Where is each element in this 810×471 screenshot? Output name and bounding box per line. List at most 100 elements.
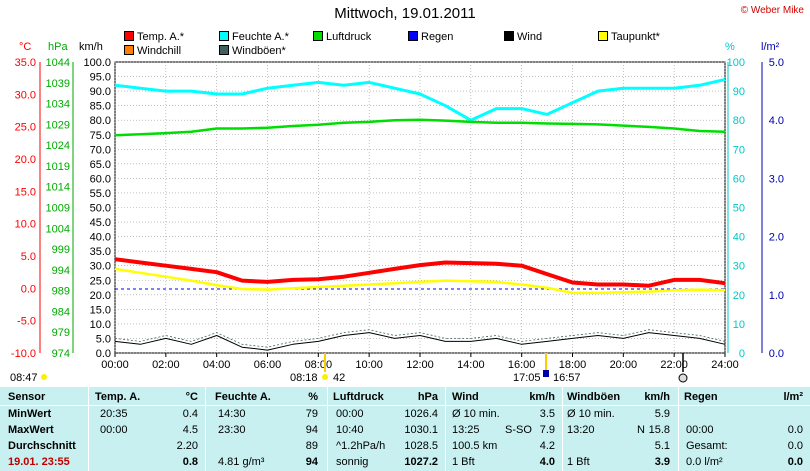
wind-tick-label: 90.0 (90, 86, 111, 98)
temp-value: 0.8 (182, 456, 198, 468)
wind-tick-label: 5.0 (96, 333, 111, 345)
wind-tick-label: 60.0 (90, 173, 111, 185)
moon-icon (678, 373, 688, 383)
x-tick-label: 18:00 (559, 359, 587, 371)
pressure-tick-label: 1009 (46, 203, 70, 215)
table-header: km/h (529, 391, 555, 403)
series-layer (114, 78, 726, 351)
wind-tick-label: 25.0 (90, 275, 111, 287)
legend-label: Regen (421, 31, 454, 43)
legend-swatch (408, 31, 418, 41)
temp-time: 00:00 (100, 424, 128, 436)
humidity-tick-label: 20 (733, 290, 745, 302)
legend-swatch (598, 31, 608, 41)
temp-tick-label: -10.0 (11, 348, 36, 360)
temp-tick-label: -5.0 (17, 316, 36, 328)
gust-desc: 13:20 (567, 424, 595, 436)
temp-tick-label: 10.0 (15, 219, 36, 231)
humidity-tick-label: 80 (733, 115, 745, 127)
legend-label: Feuchte A.* (232, 31, 289, 43)
humidity-tick-label: 100 (727, 57, 745, 69)
marker-left-time: 08:47 (10, 372, 38, 384)
humidity-unit-label: % (725, 41, 735, 53)
table-header: Windböen (567, 391, 621, 403)
x-tick-label: 04:00 (203, 359, 231, 371)
temp-value: 2.20 (176, 440, 198, 452)
temp-value: 0.4 (182, 408, 198, 420)
legend-label: Taupunkt* (611, 31, 660, 43)
table-header: % (308, 391, 318, 403)
pressure-unit-label: hPa (48, 41, 68, 53)
plot-area (114, 61, 726, 354)
humidity-value: 89 (305, 440, 318, 452)
legend-label: Temp. A.* (137, 31, 185, 43)
temp-time: 20:35 (100, 408, 128, 420)
pressure-value: 1030.1 (404, 424, 438, 436)
rain-unit-label: l/m² (761, 41, 780, 53)
x-tick-label: 06:00 (254, 359, 282, 371)
x-tick-label: 22:00 (660, 359, 688, 371)
weather-chart: 100.095.090.085.080.075.070.065.060.055.… (11, 57, 784, 383)
table-header: Regen (684, 391, 718, 403)
table-header: Temp. A. (95, 391, 141, 403)
legend-dewpoint: Taupunkt* (598, 31, 660, 43)
humidity-tick-label: 50 (733, 203, 745, 215)
wind-tick-label: 20.0 (90, 290, 111, 302)
x-tick-label: 02:00 (152, 359, 180, 371)
rain-tick-label: 3.0 (769, 173, 784, 185)
wind-tick-label: 15.0 (90, 304, 111, 316)
marker-right-time-2: 16:57 (553, 372, 581, 384)
x-tick-label: 08:00 (305, 359, 333, 371)
marker-mid-time: 08:18 (290, 372, 318, 384)
temp-tick-label: 15.0 (15, 186, 36, 198)
series-line (114, 257, 726, 288)
wind-tick-label: 35.0 (90, 246, 111, 258)
rain-tick-label: 0.0 (769, 348, 784, 360)
legend-swatch (219, 45, 229, 55)
pressure-time: 00:00 (336, 408, 364, 420)
extras (41, 353, 688, 383)
series-line (114, 78, 726, 122)
gust-dir: N (637, 424, 645, 436)
humidity-value: 94 (305, 424, 318, 436)
table-header: Luftdruck (333, 391, 384, 403)
rain-tick-label: 5.0 (769, 57, 784, 69)
rain-tick-label: 2.0 (769, 232, 784, 244)
temp-unit-label: °C (19, 41, 32, 53)
wind-value: 4.2 (539, 440, 555, 452)
pressure-tick-label: 974 (52, 348, 70, 360)
legend-humidity: Feuchte A.* (219, 31, 289, 43)
humidity-tick-label: 40 (733, 232, 745, 244)
column-divider (327, 387, 328, 471)
x-tick-label: 00:00 (101, 359, 129, 371)
pressure-time: ^1.2hPa/h (336, 440, 386, 452)
legend-label: Windchill (137, 45, 182, 57)
table-header: Sensor (8, 391, 46, 403)
column-divider (88, 387, 89, 471)
temp-tick-label: 30.0 (15, 89, 36, 101)
legend-swatch (219, 31, 229, 41)
marker-right-time-1: 17:05 (513, 372, 541, 384)
header-divider (0, 405, 810, 406)
rain-tick-label: 1.0 (769, 290, 784, 302)
temp-value: 4.5 (182, 424, 198, 436)
stats-table: Sensor Temp. A. °C Feuchte A.% Luftdruck hPa W… (0, 387, 810, 471)
wind-tick-label: 10.0 (90, 319, 111, 331)
legend-windchill: Windchill (124, 45, 181, 57)
rain-value: 0.0 (787, 424, 803, 436)
legend-pressure: Luftdruck (313, 31, 371, 43)
grid (114, 61, 726, 354)
wind-tick-label: 65.0 (90, 159, 111, 171)
pressure-tick-label: 1029 (46, 119, 70, 131)
humidity-time: 14:30 (218, 408, 246, 420)
temp-tick-label: 35.0 (15, 57, 36, 69)
row-label: MinWert (8, 408, 52, 420)
gust-value: 15.8 (648, 424, 670, 436)
sun-marker (322, 374, 328, 380)
x-tick-label: 24:00 (711, 359, 739, 371)
legend-label: Windböen* (232, 45, 286, 57)
legend-temp: Temp. A.* (124, 31, 184, 43)
gust-value: 3.9 (654, 456, 670, 468)
series-line (114, 332, 726, 351)
legend-swatch (124, 45, 134, 55)
